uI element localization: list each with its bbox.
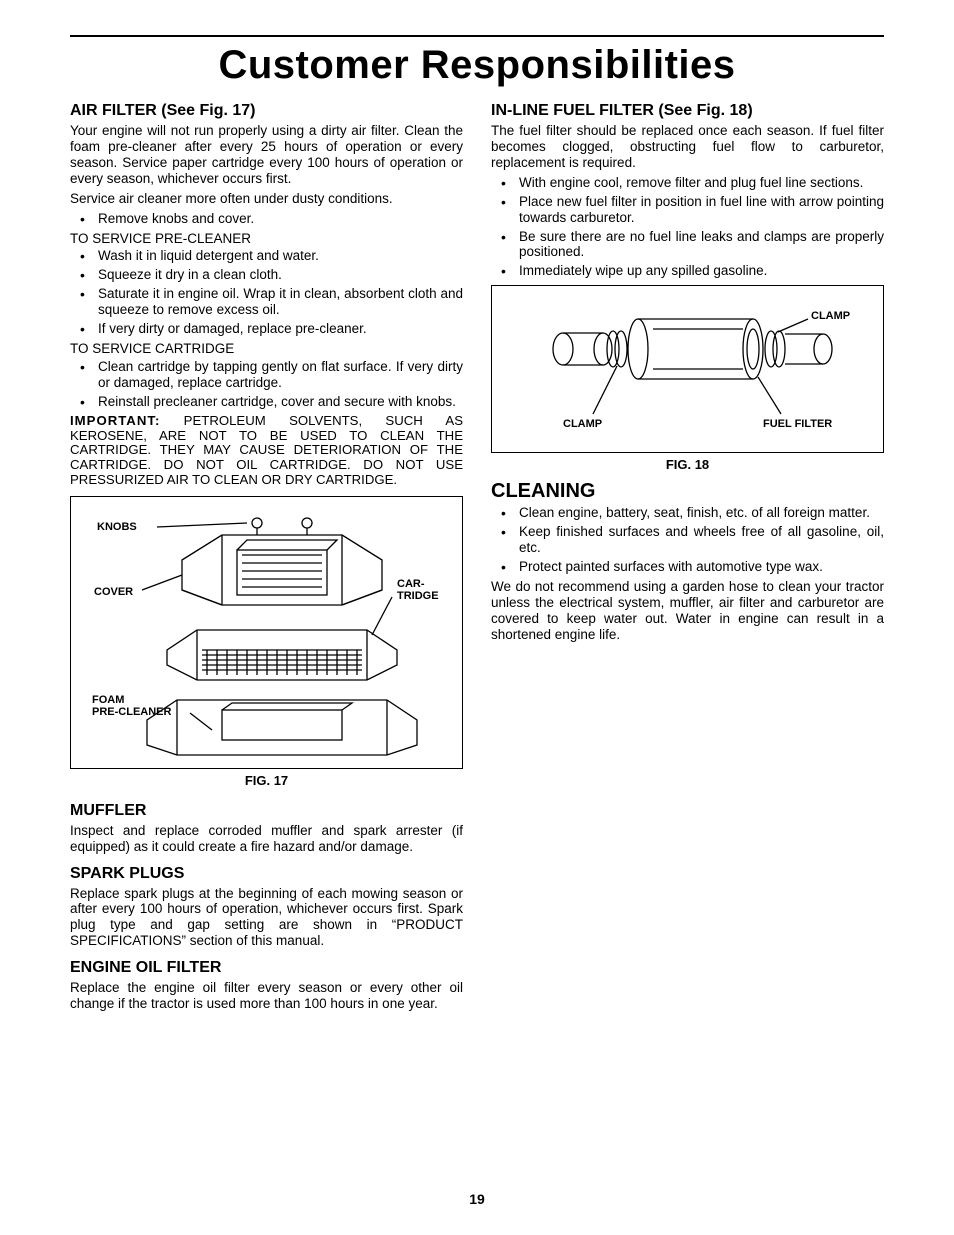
page-number: 19 — [0, 1191, 954, 1207]
muffler-heading: MUFFLER — [70, 802, 463, 820]
important-note: IMPORTANT: PETROLEUM SOLVENTS, SUCH AS K… — [70, 414, 463, 488]
fuel-heading: IN-LINE FUEL FILTER (See Fig. 18) — [491, 102, 884, 120]
fig17-box: KNOBS COVER CAR- TRIDGE FOAM PRE-CLEANER — [70, 496, 463, 769]
fig18-box: CLAMP CLAMP FUEL FILTER — [491, 285, 884, 453]
air-filter-heading: AIR FILTER (See Fig. 17) — [70, 102, 463, 120]
air-filter-list-remove: Remove knobs and cover. — [70, 211, 463, 227]
spark-heading: SPARK PLUGS — [70, 865, 463, 883]
fig18-label-clamp-top: CLAMP — [811, 310, 850, 322]
fuel-list: With engine cool, remove filter and plug… — [491, 175, 884, 280]
two-column-layout: AIR FILTER (See Fig. 17) Your engine wil… — [70, 96, 884, 1016]
list-item: Protect painted surfaces with automotive… — [491, 559, 884, 575]
cartridge-subhead: TO SERVICE CARTRIDGE — [70, 341, 463, 357]
cleaning-list: Clean engine, battery, seat, finish, etc… — [491, 505, 884, 575]
list-item: Place new fuel filter in position in fue… — [491, 194, 884, 226]
list-item: With engine cool, remove filter and plug… — [491, 175, 884, 191]
fig17-label-foam-2: PRE-CLEANER — [92, 706, 172, 718]
page-title: Customer Responsibilities — [70, 43, 884, 88]
cleaning-p: We do not recommend using a garden hose … — [491, 579, 884, 643]
list-item: Remove knobs and cover. — [70, 211, 463, 227]
air-filter-p2: Service air cleaner more often under dus… — [70, 191, 463, 207]
page-frame: Customer Responsibilities AIR FILTER (Se… — [0, 0, 954, 1016]
list-item: Clean engine, battery, seat, finish, etc… — [491, 505, 884, 521]
cartridge-list: Clean cartridge by tapping gently on fla… — [70, 359, 463, 410]
air-filter-p1: Your engine will not run properly using … — [70, 123, 463, 187]
list-item: Squeeze it dry in a clean cloth. — [70, 267, 463, 283]
fig17-label-foam-1: FOAM — [92, 694, 124, 706]
list-item: Immediately wipe up any spilled gasoline… — [491, 263, 884, 279]
precleaner-subhead: TO SERVICE PRE-CLEANER — [70, 231, 463, 247]
fig18-svg: CLAMP CLAMP FUEL FILTER — [503, 294, 873, 444]
top-rule — [70, 35, 884, 37]
list-item: Clean cartridge by tapping gently on fla… — [70, 359, 463, 391]
list-item: Keep finished surfaces and wheels free o… — [491, 524, 884, 556]
fig17-label-knobs: KNOBS — [97, 521, 137, 533]
fig17-caption: FIG. 17 — [70, 773, 463, 788]
list-item: Saturate it in engine oil. Wrap it in cl… — [70, 286, 463, 318]
important-label: IMPORTANT: — [70, 413, 160, 428]
list-item: Wash it in liquid detergent and water. — [70, 248, 463, 264]
left-column: AIR FILTER (See Fig. 17) Your engine wil… — [70, 96, 463, 1016]
list-item: Reinstall precleaner cartridge, cover an… — [70, 394, 463, 410]
oil-heading: ENGINE OIL FILTER — [70, 959, 463, 977]
muffler-p: Inspect and replace corroded muffler and… — [70, 823, 463, 855]
fig18-caption: FIG. 18 — [491, 457, 884, 472]
spark-p: Replace spark plugs at the beginning of … — [70, 886, 463, 950]
fig17-label-cartridge-2: TRIDGE — [397, 590, 439, 602]
list-item: If very dirty or damaged, replace pre-cl… — [70, 321, 463, 337]
fig18-label-fuel-filter: FUEL FILTER — [763, 418, 832, 430]
fuel-p: The fuel filter should be replaced once … — [491, 123, 884, 171]
cleaning-heading: CLEANING — [491, 480, 884, 503]
fig17-label-cover: COVER — [94, 586, 133, 598]
fig18-label-clamp-bottom: CLAMP — [563, 418, 602, 430]
fig17-label-cartridge-1: CAR- — [397, 578, 425, 590]
precleaner-list: Wash it in liquid detergent and water. S… — [70, 248, 463, 337]
fig17-svg: KNOBS COVER CAR- TRIDGE FOAM PRE-CLEANER — [82, 505, 452, 760]
oil-p: Replace the engine oil filter every seas… — [70, 980, 463, 1012]
right-column: IN-LINE FUEL FILTER (See Fig. 18) The fu… — [491, 96, 884, 1016]
list-item: Be sure there are no fuel line leaks and… — [491, 229, 884, 261]
